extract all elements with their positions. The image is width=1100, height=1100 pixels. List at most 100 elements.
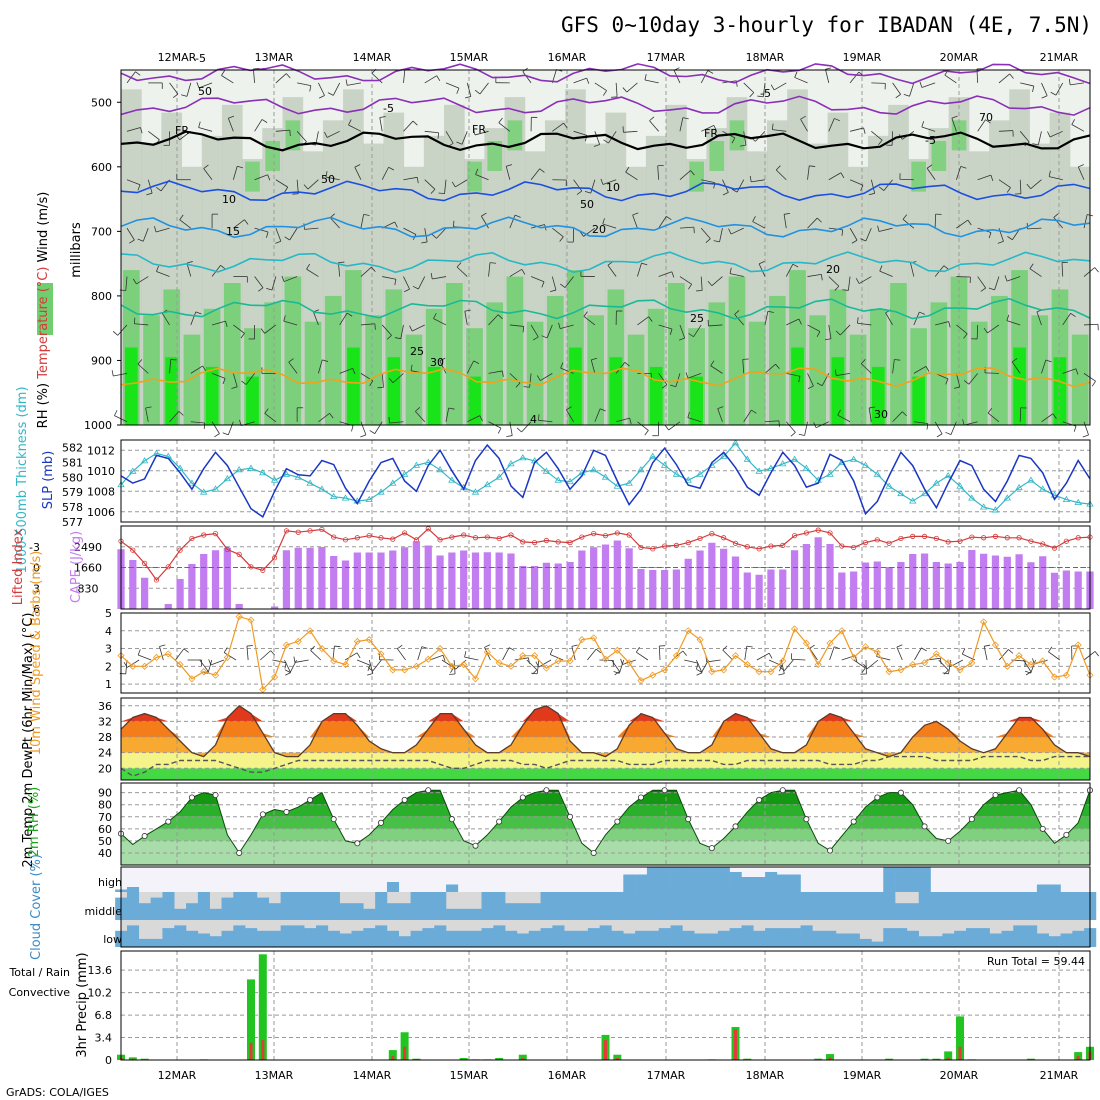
upper-wind-4-barb-1 — [136, 276, 149, 285]
cape-bar-17 — [318, 547, 326, 609]
upper-wind-0-barb-flag-33 — [825, 67, 832, 70]
thickness-point-31 — [483, 480, 492, 488]
cloud-bar-middle-43 — [623, 892, 636, 920]
upper-wind-4-barb-flag-7 — [266, 287, 273, 291]
upper-wind-7-barb-12 — [374, 421, 383, 434]
upper-wind-1-barb-20 — [552, 122, 564, 132]
wind-speed-point-28 — [448, 662, 456, 670]
wind-speed-point-12 — [259, 685, 267, 694]
wind-speed-point-74 — [991, 641, 1000, 649]
upper-wind-0-barb-30 — [762, 82, 766, 97]
rh-point-44 — [637, 794, 644, 801]
surface-wind-barb-53 — [768, 659, 782, 667]
upper-wind-5-barb-flag-30 — [767, 310, 774, 313]
isotherm-label-9: 15 — [226, 225, 240, 238]
thickness-point-73 — [979, 503, 988, 510]
upper-wind-5-barb-flag-3 — [195, 311, 202, 315]
cloud-bar-middle-44 — [635, 892, 648, 920]
upper-wind-4-barb-flag-1 — [132, 278, 137, 285]
cloud-bar-low-13 — [268, 930, 281, 947]
upper-wind-0-barb-flag-15 — [456, 88, 460, 94]
upper-wind-1-barb-45 — [1071, 124, 1085, 132]
upper-wind-6-barb-17 — [488, 370, 503, 374]
upper-wind-3-barb-flag-9 — [303, 223, 305, 230]
cape-bar-74 — [991, 555, 1000, 609]
surface-wind-barb-flag-16 — [310, 645, 315, 651]
thickness-point-24 — [400, 470, 409, 477]
cloud-bar-low-52 — [729, 928, 742, 947]
thickness-point-46 — [660, 461, 669, 468]
upper-wind-5-barb-31 — [786, 318, 800, 326]
lifted-index-point-32 — [496, 535, 502, 542]
upper-wind-3-barb-32 — [807, 217, 818, 229]
wind-speed-point-70 — [944, 659, 952, 667]
upper-wind-2-barb-flag-13 — [416, 177, 419, 184]
lifted-index-point-29 — [461, 532, 467, 538]
precip-conv-bar-34 — [521, 1058, 525, 1060]
surface-wind-barb-flag-68 — [942, 672, 949, 675]
lifted-index-point-56 — [780, 542, 786, 548]
rh-tick-5: 90 — [98, 787, 112, 800]
upper-wind-5-barb-flag-19 — [532, 336, 539, 341]
upper-wind-4-barb-flag-12 — [394, 279, 397, 286]
wind-speed-point-10 — [235, 612, 243, 621]
wind-speed-point-35 — [531, 652, 539, 660]
cape-bar-16 — [306, 547, 314, 609]
rh-point-12 — [259, 811, 266, 818]
upper-wind-7-barb-9 — [318, 413, 330, 423]
thickness-point-68 — [920, 489, 929, 497]
thickness-point-47 — [672, 470, 681, 477]
upper-wind-2-barb-5 — [232, 166, 238, 180]
upper-wind-0-barb-22 — [594, 82, 607, 91]
upper-wind-6-barb-10 — [339, 367, 353, 374]
rh-shade-bright-6 — [246, 376, 259, 425]
cloud-bar-low-77 — [1025, 925, 1038, 947]
cloud-bar-middle-75 — [1001, 892, 1014, 920]
surface-wind-barb-40 — [611, 659, 620, 672]
surface-wind-barb-36 — [550, 654, 564, 661]
cloud-bar-low-37 — [552, 925, 565, 947]
upper-wind-5-barb-19 — [530, 324, 539, 338]
cloud-axis-label-part-0: Cloud Cover (%) — [29, 854, 44, 960]
upper-wind-5-barb-3 — [190, 311, 197, 326]
surface-wind-barb-flag-10 — [246, 645, 253, 647]
upper-wind-1-barb-flag-0 — [140, 127, 143, 134]
lifted-index-line — [120, 527, 1091, 581]
cloud-bar-low-11 — [245, 928, 258, 947]
rh-shade-bright-39 — [912, 376, 925, 425]
upper-wind-3-barb-flag-8 — [284, 236, 290, 241]
upper-wind-7-barb-flag-31 — [790, 432, 796, 437]
wind-speed-point-54 — [755, 668, 763, 676]
wind-speed-point-31 — [483, 648, 491, 656]
upper-wind-3-barb-1 — [142, 227, 149, 242]
cloud-bar-middle-14 — [280, 892, 293, 920]
cape-bar-25 — [412, 541, 421, 609]
thickness-point-52 — [731, 439, 740, 446]
upper-wind-0-barb-flag-21 — [586, 77, 590, 84]
cape-bar-48 — [684, 558, 692, 609]
rh-point-50 — [708, 845, 715, 852]
upper-wind-5-barb-flag-32 — [816, 331, 821, 338]
surface-wind-barb-flag-46 — [696, 663, 699, 670]
lifted-index-point-23 — [390, 536, 396, 542]
li-axis-label-part-0: Lifted Index — [11, 528, 26, 605]
upper-wind-6-barb-42 — [1011, 361, 1021, 374]
thickness-point-81 — [1074, 498, 1082, 506]
upper-wind-1-barb-flag-10 — [324, 131, 328, 138]
cloud-bar-middle-40 — [587, 892, 600, 920]
cape-axis-label-part-0: CAPE (J/kg) — [69, 531, 84, 603]
cloud-bar-middle-19 — [339, 903, 352, 920]
upper-wind-6-barb-flag-1 — [137, 359, 143, 365]
upper-wind-4-barb-17 — [488, 262, 491, 277]
thickness-point-69 — [932, 479, 941, 486]
upper-wind-1-barb-flag-28 — [731, 137, 736, 144]
cloud-bar-high-78 — [1036, 884, 1049, 892]
upper-wind-1-barb-40 — [977, 119, 986, 132]
upper-wind-5-barb-42 — [1006, 320, 1021, 326]
upper-wind-7-barb-41 — [987, 412, 1000, 423]
surface-wind-barb-flag-75 — [1024, 670, 1031, 674]
temp-axis-label: 2m Temp 2m DewPt (6hr Min/Max) (°C) — [21, 613, 36, 868]
cape-tick-0: 830 — [78, 582, 99, 595]
upper-wind-4-barb-11 — [360, 266, 372, 277]
upper-wind-6-barb-flag-21 — [560, 362, 564, 369]
